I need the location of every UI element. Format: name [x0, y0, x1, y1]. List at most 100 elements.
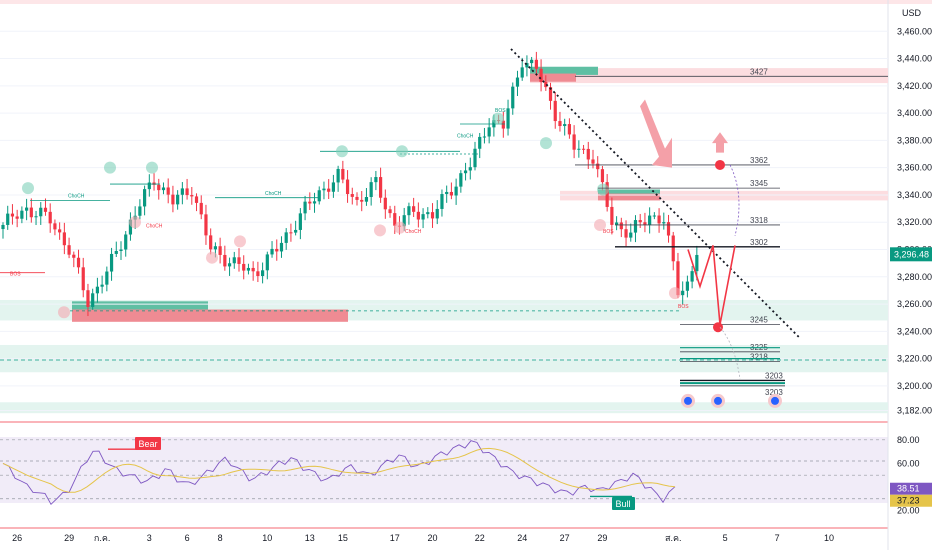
- price-tick: 3,460.00: [897, 26, 932, 36]
- candle-body: [648, 215, 652, 225]
- time-tick: 24: [517, 533, 527, 543]
- candle-body: [138, 206, 142, 216]
- candle-body: [95, 286, 99, 294]
- candle-body: [468, 167, 472, 171]
- projection-path: [687, 245, 736, 325]
- level-label: 3203: [765, 371, 783, 380]
- candle-body: [341, 168, 345, 180]
- ob-mid-green: [598, 189, 660, 195]
- candle-body: [128, 219, 133, 235]
- candle-body: [350, 194, 354, 197]
- candle-body: [383, 197, 387, 210]
- level-label: 3318: [750, 216, 768, 225]
- candle-body: [662, 222, 666, 224]
- candle-body: [114, 250, 118, 254]
- time-tick: 29: [597, 533, 607, 543]
- candle-body: [676, 261, 680, 296]
- candle-body: [336, 168, 340, 183]
- candle-body: [213, 246, 217, 250]
- level-label: 3302: [750, 238, 768, 247]
- ob-green: [72, 301, 208, 311]
- rsi-tick: 20.00: [897, 506, 920, 516]
- candle-body: [227, 263, 232, 267]
- ob-top-red: [530, 73, 576, 82]
- candle-body: [237, 257, 241, 264]
- time-tick: 10: [824, 533, 834, 543]
- candle-body: [690, 271, 694, 282]
- candle-body: [652, 215, 656, 217]
- candle-body: [232, 257, 236, 264]
- candle-body: [317, 190, 321, 202]
- swing-marker: [129, 216, 141, 229]
- candle-body: [190, 195, 194, 197]
- candle-body: [530, 59, 534, 64]
- rsi-ma-value: 37.23: [897, 496, 920, 506]
- candle-body: [388, 209, 392, 214]
- candle-body: [638, 220, 642, 223]
- candle-body: [360, 199, 364, 202]
- level-label: 3245: [750, 316, 768, 325]
- candle-body: [685, 281, 689, 291]
- event-icon-flag: [714, 396, 722, 405]
- rsi-pane: Bear Bull: [0, 437, 888, 510]
- bull-badge: [612, 497, 635, 510]
- price-tick: 3,260.00: [897, 299, 932, 309]
- candle-body: [270, 248, 274, 255]
- rsi-ma-line: [2, 447, 676, 493]
- swing-marker: [594, 218, 606, 231]
- last-price-badge: [890, 247, 932, 262]
- candle-body: [473, 148, 477, 168]
- candle-body: [171, 194, 175, 205]
- time-axis[interactable]: 26 29 ก.ค. 3 6 8 10 13 15 17 20 22 24 27 29 ส.ค. 5 7 10: [12, 533, 834, 543]
- dotted-path-down: [719, 326, 741, 380]
- candle-body: [558, 121, 562, 127]
- candle-body: [445, 191, 449, 195]
- candle-body: [218, 246, 222, 255]
- price-tick: 3,240.00: [897, 326, 932, 336]
- candle-body: [563, 124, 567, 127]
- swing-marker: [597, 183, 609, 196]
- price-tick: 3,320.00: [897, 217, 932, 227]
- candle-body: [29, 207, 33, 218]
- candle-body: [204, 214, 208, 236]
- rsi-line: [2, 440, 676, 506]
- candle-body: [544, 81, 548, 88]
- candle-body: [482, 136, 487, 138]
- candle-body: [605, 182, 609, 207]
- price-tick: 3,360.00: [897, 163, 932, 173]
- price-axis[interactable]: 3,460.00 3,440.00 3,420.00 3,400.00 3,380.00…: [890, 26, 932, 516]
- candle-body: [322, 188, 326, 191]
- level-label: 3362: [750, 156, 768, 165]
- candle-body: [581, 148, 586, 150]
- demand-zone-3: [0, 402, 888, 414]
- candle-body: [242, 263, 246, 271]
- candle-body: [393, 213, 397, 226]
- swing-marker: [492, 112, 504, 125]
- price-tick: 3,400.00: [897, 108, 932, 118]
- candle-body: [34, 216, 38, 218]
- time-tick: 13: [305, 533, 315, 543]
- candle-body: [327, 188, 331, 192]
- price-tick: 3,380.00: [897, 135, 932, 145]
- candle-body: [91, 293, 95, 307]
- candle-body: [119, 249, 123, 251]
- supply-zone-top: [530, 68, 888, 84]
- swing-marker: [396, 145, 408, 158]
- ob-mid-red: [598, 193, 660, 201]
- candle-body: [412, 206, 416, 212]
- candle-body: [430, 212, 435, 219]
- event-icon-flag: [771, 396, 779, 405]
- candle-body: [246, 267, 251, 271]
- time-tick: 27: [560, 533, 570, 543]
- candle-body: [416, 211, 420, 220]
- structure-label: BOS: [603, 229, 614, 235]
- candle-body: [407, 206, 411, 216]
- small-arrow: [712, 132, 728, 153]
- candle-body: [251, 267, 255, 272]
- currency-label: USD: [902, 8, 922, 18]
- bear-label: Bear: [138, 439, 157, 449]
- target-dot-upper: [715, 159, 725, 170]
- candle-body: [109, 253, 114, 272]
- time-tick: 5: [723, 533, 728, 543]
